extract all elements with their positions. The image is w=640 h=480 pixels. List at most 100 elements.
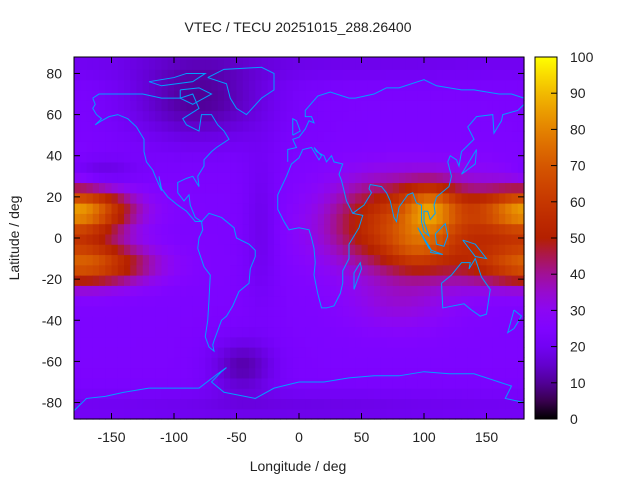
- heatmap-cell: [255, 59, 263, 70]
- heatmap-cell: [317, 110, 325, 122]
- heatmap-cell: [224, 69, 231, 81]
- heatmap-cell: [155, 192, 163, 204]
- heatmap-cell: [217, 203, 225, 214]
- heatmap-cell: [380, 295, 388, 307]
- heatmap-cell: [380, 57, 388, 60]
- heatmap-cell: [99, 388, 106, 400]
- heatmap-cell: [367, 182, 375, 194]
- heatmap-cell: [130, 79, 138, 91]
- heatmap-cell: [486, 305, 494, 317]
- heatmap-cell: [199, 151, 206, 163]
- heatmap-cell: [111, 305, 119, 317]
- heatmap-cell: [249, 192, 256, 204]
- heatmap-cell: [467, 110, 475, 122]
- heatmap-cell: [392, 347, 400, 358]
- heatmap-cell: [411, 120, 419, 132]
- heatmap-cell: [367, 172, 375, 184]
- heatmap-cell: [186, 141, 194, 153]
- heatmap-cell: [430, 336, 438, 348]
- heatmap-cell: [99, 275, 106, 286]
- heatmap-cell: [242, 275, 250, 286]
- heatmap-cell: [330, 377, 338, 389]
- y-tick-label: 40: [46, 148, 62, 164]
- heatmap-cell: [255, 347, 263, 358]
- heatmap-cell: [205, 79, 213, 91]
- heatmap-cell: [330, 151, 338, 163]
- heatmap-cell: [180, 120, 188, 132]
- heatmap-cell: [155, 295, 163, 307]
- heatmap-cell: [130, 141, 138, 153]
- heatmap-cell: [111, 79, 119, 91]
- heatmap-cell: [86, 100, 94, 112]
- heatmap-cell: [474, 141, 481, 153]
- heatmap-cell: [192, 110, 200, 122]
- heatmap-cell: [142, 254, 150, 266]
- heatmap-cell: [92, 100, 100, 112]
- heatmap-cell: [292, 69, 300, 81]
- heatmap-cell: [411, 377, 419, 389]
- heatmap-cell: [311, 151, 319, 163]
- heatmap-cell: [430, 172, 438, 184]
- heatmap-cell: [292, 398, 300, 410]
- heatmap-cell: [361, 69, 369, 81]
- y-tick-label: -80: [42, 395, 62, 411]
- heatmap-cell: [342, 285, 350, 297]
- heatmap-cell: [424, 89, 431, 101]
- heatmap-cell: [430, 398, 438, 410]
- heatmap-cell: [186, 192, 194, 204]
- heatmap-cell: [80, 264, 88, 276]
- heatmap-cell: [249, 79, 256, 91]
- heatmap-cell: [461, 398, 469, 410]
- heatmap-cell: [386, 388, 394, 400]
- heatmap-cell: [392, 377, 400, 389]
- heatmap-cell: [261, 172, 269, 184]
- heatmap-cell: [205, 275, 213, 286]
- heatmap-cell: [424, 254, 431, 266]
- heatmap-cell: [361, 182, 369, 194]
- heatmap-cell: [205, 192, 213, 204]
- colorbar-tick-label: 50: [570, 230, 586, 246]
- heatmap-cell: [155, 357, 163, 369]
- heatmap-cell: [436, 89, 444, 101]
- heatmap-cell: [374, 89, 381, 101]
- heatmap-cell: [167, 388, 175, 400]
- heatmap-cell: [349, 59, 356, 70]
- heatmap-cell: [180, 295, 188, 307]
- heatmap-cell: [249, 244, 256, 256]
- heatmap-cell: [249, 110, 256, 122]
- heatmap-cell: [474, 203, 481, 214]
- heatmap-cell: [280, 69, 288, 81]
- y-axis-label: Latitude / deg: [6, 196, 22, 281]
- heatmap-cell: [399, 57, 406, 60]
- heatmap-cell: [155, 57, 163, 60]
- heatmap-cell: [74, 326, 81, 338]
- heatmap-cell: [230, 233, 238, 245]
- heatmap-cell: [161, 100, 169, 112]
- heatmap-cell: [330, 347, 338, 358]
- heatmap-cell: [224, 151, 231, 163]
- heatmap-cell: [324, 89, 331, 101]
- heatmap-cell: [92, 69, 100, 81]
- heatmap-cell: [86, 203, 94, 214]
- heatmap-cell: [486, 254, 494, 266]
- heatmap-cell: [136, 347, 144, 358]
- heatmap-cell: [492, 151, 500, 163]
- heatmap-cell: [405, 336, 413, 348]
- heatmap-cell: [355, 377, 363, 389]
- heatmap-cell: [280, 285, 288, 297]
- heatmap-cell: [74, 203, 81, 214]
- heatmap-cell: [367, 357, 375, 369]
- heatmap-cell: [224, 192, 231, 204]
- heatmap-cell: [342, 59, 350, 70]
- heatmap-cell: [455, 172, 463, 184]
- heatmap-cell: [330, 275, 338, 286]
- coastline: [434, 222, 449, 247]
- heatmap-cell: [230, 367, 238, 379]
- heatmap-cell: [111, 254, 119, 266]
- heatmap-cell: [411, 316, 419, 328]
- heatmap-cell: [217, 233, 225, 245]
- heatmap-cell: [86, 244, 94, 256]
- heatmap-cell: [180, 305, 188, 317]
- heatmap-cell: [405, 388, 413, 400]
- heatmap-cell: [86, 89, 94, 101]
